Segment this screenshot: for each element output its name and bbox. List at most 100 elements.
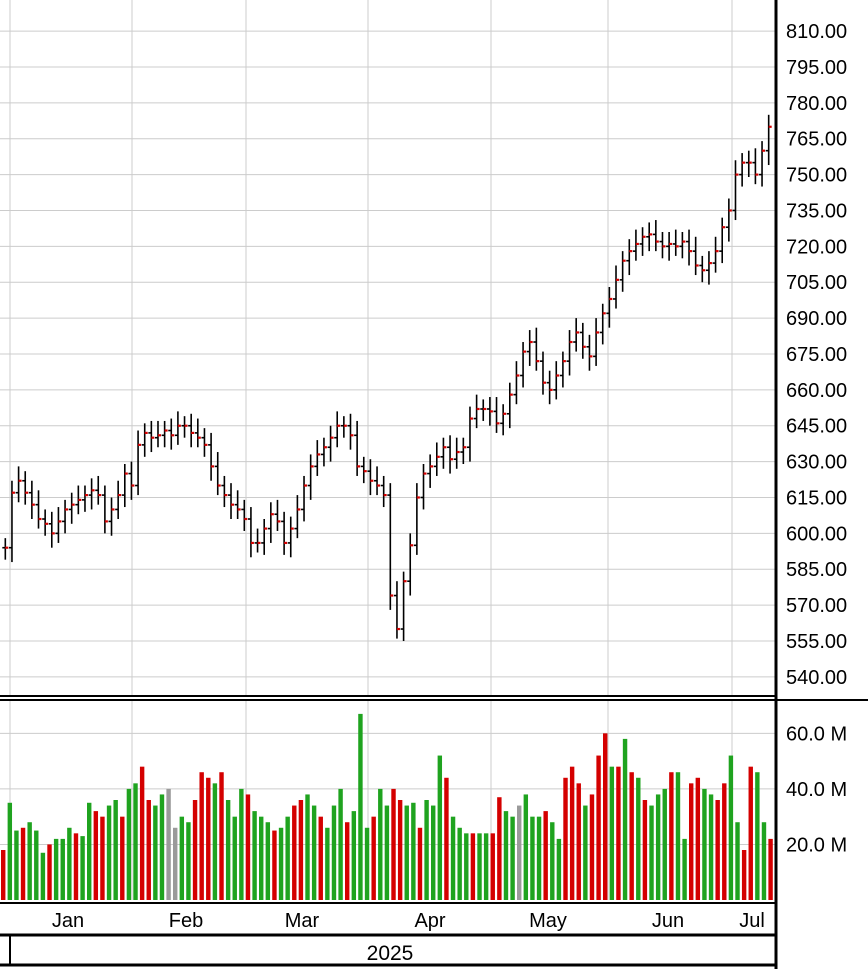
volume-bar xyxy=(133,783,138,900)
volume-bar xyxy=(67,827,72,900)
volume-bar xyxy=(510,816,515,900)
volume-bar xyxy=(239,788,244,900)
volume-bar xyxy=(583,805,588,900)
price-tick-label: 690.00 xyxy=(786,308,847,330)
volume-bar xyxy=(655,794,661,900)
volume-bar xyxy=(53,838,59,900)
volume-bar xyxy=(589,794,595,900)
volume-bar xyxy=(450,816,456,900)
volume-bar xyxy=(120,816,125,900)
volume-bar xyxy=(662,788,667,900)
price-tick-label: 585.00 xyxy=(786,559,847,581)
volume-bar xyxy=(292,805,297,900)
volume-bar xyxy=(331,805,337,900)
volume-bar xyxy=(722,783,727,900)
volume-bar xyxy=(252,811,257,900)
price-tick-label: 705.00 xyxy=(786,272,847,294)
volume-bar xyxy=(153,805,158,900)
volume-bar xyxy=(80,836,85,900)
volume-bar xyxy=(622,738,628,900)
volume-bar xyxy=(669,772,674,900)
volume-bar xyxy=(259,816,264,900)
volume-bar xyxy=(146,800,151,900)
volume-bar xyxy=(199,772,204,900)
volume-bar xyxy=(695,777,701,900)
volume-bar xyxy=(40,852,46,900)
volume-bar xyxy=(106,805,112,900)
volume-bar xyxy=(225,800,231,900)
price-bars xyxy=(2,114,772,641)
volume-bar xyxy=(543,811,548,900)
volume-bar xyxy=(609,766,615,900)
month-label: May xyxy=(529,910,567,932)
volume-bar xyxy=(206,777,211,900)
volume-bar xyxy=(483,833,489,900)
volume-bar xyxy=(14,830,19,900)
price-tick-label: 555.00 xyxy=(786,631,847,653)
volume-bar xyxy=(424,800,429,900)
volume-bar xyxy=(550,822,555,900)
volume-bar xyxy=(219,772,224,900)
price-tick-label: 795.00 xyxy=(786,57,847,79)
volume-bar xyxy=(212,783,218,900)
price-tick-label: 615.00 xyxy=(786,487,847,509)
volume-bar xyxy=(563,777,568,900)
price-tick-label: 660.00 xyxy=(786,380,847,402)
volume-bar xyxy=(272,830,277,900)
month-label: Apr xyxy=(414,910,445,932)
volume-bar xyxy=(728,755,734,900)
volume-bar xyxy=(741,850,747,900)
volume-bar xyxy=(179,816,185,900)
volume-bar xyxy=(444,777,449,900)
volume-bar xyxy=(748,766,753,900)
volume-bar xyxy=(345,822,350,900)
volume-bar xyxy=(351,811,357,900)
year-label: 2025 xyxy=(367,942,414,965)
volume-bar xyxy=(457,827,462,900)
volume-bar xyxy=(371,816,376,900)
volume-bar xyxy=(159,794,165,900)
month-label: Jun xyxy=(652,910,684,932)
volume-bar xyxy=(47,844,52,900)
price-tick-label: 675.00 xyxy=(786,344,847,366)
volume-bar xyxy=(166,788,171,900)
volume-bar xyxy=(338,788,343,900)
price-tick-label: 540.00 xyxy=(786,667,847,689)
volume-bar xyxy=(755,772,760,900)
volume-bar xyxy=(642,800,648,900)
volume-bar xyxy=(34,830,39,900)
volume-bar xyxy=(464,833,469,900)
price-tick-label: 735.00 xyxy=(786,200,847,222)
volume-bar xyxy=(397,800,403,900)
price-tick-label: 765.00 xyxy=(786,129,847,151)
volume-bar xyxy=(470,833,476,900)
volume-bar xyxy=(20,827,26,900)
volume-bar xyxy=(569,766,575,900)
price-tick-label: 810.00 xyxy=(786,21,847,43)
volume-bar xyxy=(27,822,32,900)
volume-bar xyxy=(735,822,740,900)
price-tick-label: 750.00 xyxy=(786,165,847,187)
volume-bar xyxy=(378,788,383,900)
volume-bar xyxy=(629,772,634,900)
month-label: Jan xyxy=(52,910,84,932)
volume-bar xyxy=(503,811,509,900)
volume-bar xyxy=(603,733,608,900)
volume-bar xyxy=(490,833,495,900)
volume-bar xyxy=(384,805,390,900)
volume-bar xyxy=(536,816,542,900)
volume-tick-label: 20.0 M xyxy=(786,834,847,856)
volume-bar xyxy=(702,788,707,900)
volume-bar xyxy=(417,827,423,900)
volume-bar xyxy=(245,794,251,900)
volume-bar xyxy=(7,802,13,900)
price-tick-label: 570.00 xyxy=(786,595,847,617)
volume-bar xyxy=(391,788,396,900)
volume-bar xyxy=(497,797,502,900)
volume-bar xyxy=(298,800,304,900)
volume-tick-label: 40.0 M xyxy=(786,779,847,801)
volume-bar xyxy=(173,827,178,900)
